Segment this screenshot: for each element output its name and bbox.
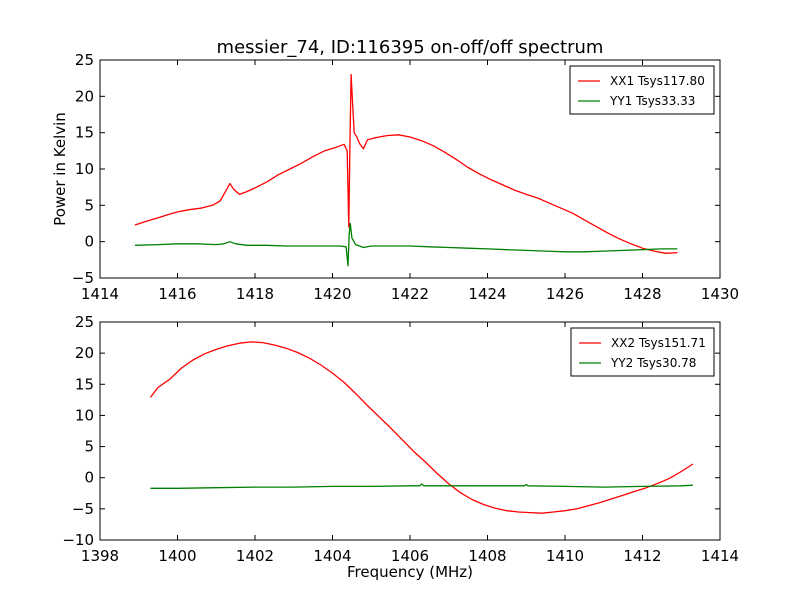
- x-tick-label: 1424: [468, 285, 506, 303]
- legend: XX1 Tsys117.80 YY1 Tsys33.33: [569, 65, 715, 115]
- y-tick-label: 0: [84, 469, 94, 487]
- x-tick-label: 1416: [158, 285, 196, 303]
- legend: XX2 Tsys151.71 YY2 Tsys30.78: [570, 327, 715, 377]
- x-tick-label: 1398: [81, 547, 119, 565]
- figure-title: messier_74, ID:116395 on-off/off spectru…: [217, 37, 604, 58]
- bottom-panel: 1398 1400 1402 1404 1406 1408 1410 1412 1414 −10 −…: [62, 313, 739, 581]
- y-tick-label: 10: [75, 406, 94, 424]
- x-tick-label: 1402: [236, 547, 274, 565]
- y-tick-label: 5: [84, 196, 94, 214]
- y-tick-label: 20: [75, 344, 94, 362]
- y-tick-label: 10: [75, 160, 94, 178]
- y-axis-label: Power in Kelvin: [51, 112, 69, 226]
- x-tick-label: 1420: [313, 285, 351, 303]
- top-panel: 1414 1416 1418 1420 1422 1424 1426 1428 1430 −5 0 5…: [51, 51, 739, 303]
- x-tick-label: 1406: [391, 547, 429, 565]
- legend-label: XX1 Tsys117.80: [610, 74, 705, 88]
- x-tick-label: 1414: [701, 547, 739, 565]
- x-tick-label: 1408: [468, 547, 506, 565]
- y-tick-label: 20: [75, 87, 94, 105]
- y-tick-label: 0: [84, 233, 94, 251]
- y-tick-label: 15: [75, 375, 94, 393]
- x-axis-label: Frequency (MHz): [347, 563, 473, 581]
- x-tick-label: 1418: [236, 285, 274, 303]
- x-tick-label: 1412: [623, 547, 661, 565]
- y-tick-label: 25: [75, 313, 94, 331]
- x-tick-label: 1404: [313, 547, 351, 565]
- x-tick-label: 1410: [546, 547, 584, 565]
- x-tick-label: 1400: [158, 547, 196, 565]
- x-tick-label: 1428: [623, 285, 661, 303]
- legend-box: [570, 327, 715, 377]
- series-line-xx2: [149, 341, 694, 514]
- y-tick-label: −5: [72, 500, 94, 518]
- legend-label: YY1 Tsys33.33: [609, 94, 695, 108]
- x-tick-label: 1426: [546, 285, 584, 303]
- y-tick-label: 5: [84, 438, 94, 456]
- y-tick-label: 25: [75, 51, 94, 69]
- series-line-xx1: [134, 73, 678, 254]
- x-tick-label: 1422: [391, 285, 429, 303]
- x-tick-label: 1414: [81, 285, 119, 303]
- series-line-yy1: [134, 222, 678, 267]
- y-tick-label: −5: [72, 269, 94, 287]
- y-tick-label: 15: [75, 124, 94, 142]
- y-tick-label: −10: [62, 531, 94, 549]
- x-tick-label: 1430: [701, 285, 739, 303]
- legend-label: XX2 Tsys151.71: [611, 336, 706, 350]
- legend-label: YY2 Tsys30.78: [610, 356, 696, 370]
- series-line-yy2: [150, 483, 693, 489]
- legend-box: [569, 65, 715, 115]
